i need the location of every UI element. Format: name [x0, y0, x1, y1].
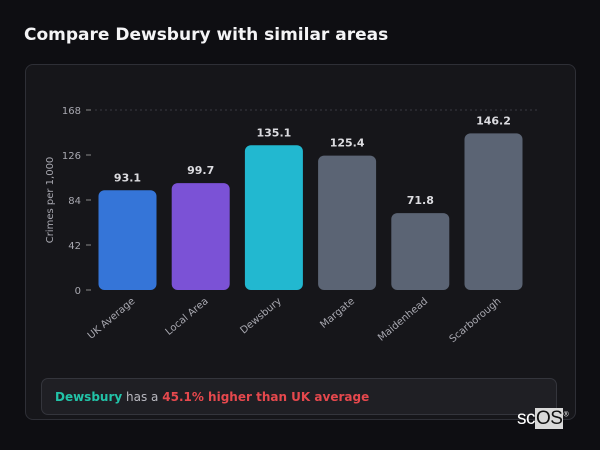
x-tick-label: Scarborough — [448, 296, 504, 345]
y-tick-label: 126 — [62, 151, 81, 162]
scos-logo: scOS® — [517, 408, 569, 429]
bar-maidenhead — [391, 213, 450, 290]
page-title: Compare Dewsbury with similar areas — [24, 25, 389, 45]
data-label: 93.1 — [114, 171, 141, 184]
x-tick-label: UK Average — [86, 296, 138, 342]
bar-local-area — [171, 183, 230, 290]
y-axis-label: Crimes per 1,000 — [45, 157, 56, 244]
bar-margate — [318, 155, 377, 290]
data-label: 135.1 — [257, 126, 292, 139]
x-tick-label: Dewsbury — [238, 296, 283, 337]
y-tick-label: 0 — [75, 286, 81, 297]
summary-text: has a — [126, 390, 159, 404]
y-tick-label: 168 — [62, 106, 81, 117]
y-tick-label: 84 — [68, 196, 81, 207]
data-label: 125.4 — [330, 137, 365, 150]
x-tick-label: Margate — [318, 296, 357, 331]
area-name: Dewsbury — [55, 390, 123, 404]
bar-dewsbury — [244, 145, 303, 290]
x-tick-label: Maidenhead — [376, 296, 430, 344]
data-label: 71.8 — [407, 194, 434, 207]
x-tick-label: Local Area — [164, 296, 211, 338]
comparison-summary: Dewsbury has a 45.1% higher than UK aver… — [41, 378, 557, 415]
comparison-value: 45.1% higher than UK average — [162, 390, 370, 404]
data-label: 146.2 — [476, 114, 511, 127]
bar-uk-average — [98, 190, 157, 290]
y-tick-label: 42 — [68, 241, 81, 252]
data-label: 99.7 — [187, 164, 214, 177]
bar-scarborough — [464, 133, 523, 290]
